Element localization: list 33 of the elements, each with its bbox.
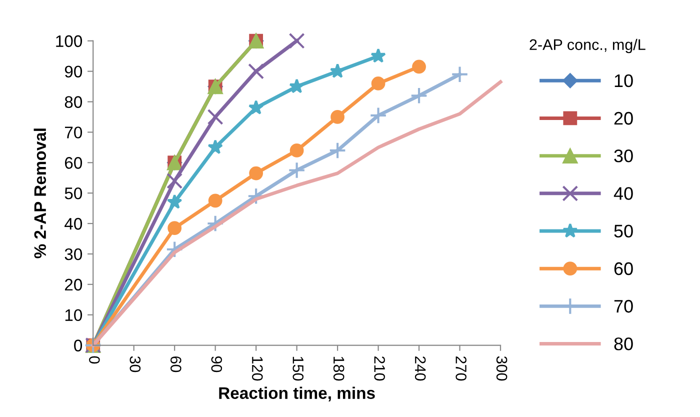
legend-label: 80: [614, 338, 633, 350]
legend-label: 40: [614, 187, 633, 200]
y-tick-label: 10: [65, 309, 82, 322]
y-tick-label: 90: [64, 66, 82, 78]
y-axis-title: % 2-AP Removal: [34, 128, 46, 258]
x-tick-label: 90: [211, 356, 222, 372]
y-tick-label: 100: [56, 35, 82, 48]
legend-label: 30: [614, 150, 633, 162]
x-tick-label: 150: [292, 356, 304, 381]
y-tick-label: 50: [64, 187, 82, 200]
y-tick-label: 70: [65, 126, 82, 138]
x-tick-label: 210: [374, 356, 385, 381]
x-tick-label: 0: [89, 356, 100, 364]
y-tick-label: 80: [64, 96, 82, 108]
y-tick-label: 0: [74, 340, 82, 352]
y-tick-label: 60: [64, 157, 82, 169]
legend-label: 10: [614, 74, 633, 88]
legend-title: 2-AP conc., mg/L: [530, 38, 646, 54]
y-tick-label: 30: [64, 248, 82, 260]
x-tick-label: 120: [252, 356, 263, 381]
legend-label: 50: [614, 224, 633, 238]
x-axis-title: Reaction time, mins: [219, 386, 375, 402]
y-tick-label: 20: [64, 278, 82, 291]
x-tick-label: 270: [456, 356, 466, 381]
legend-label: 20: [614, 112, 633, 125]
legend-label: 60: [614, 262, 633, 276]
y-tick-label: 40: [64, 218, 82, 230]
legend-label: 70: [614, 300, 633, 313]
x-tick-label: 60: [170, 356, 182, 372]
x-tick-label: 30: [130, 356, 141, 372]
x-tick-label: 180: [333, 356, 344, 381]
x-tick-label: 240: [414, 356, 426, 381]
x-tick-label: 300: [496, 356, 508, 381]
